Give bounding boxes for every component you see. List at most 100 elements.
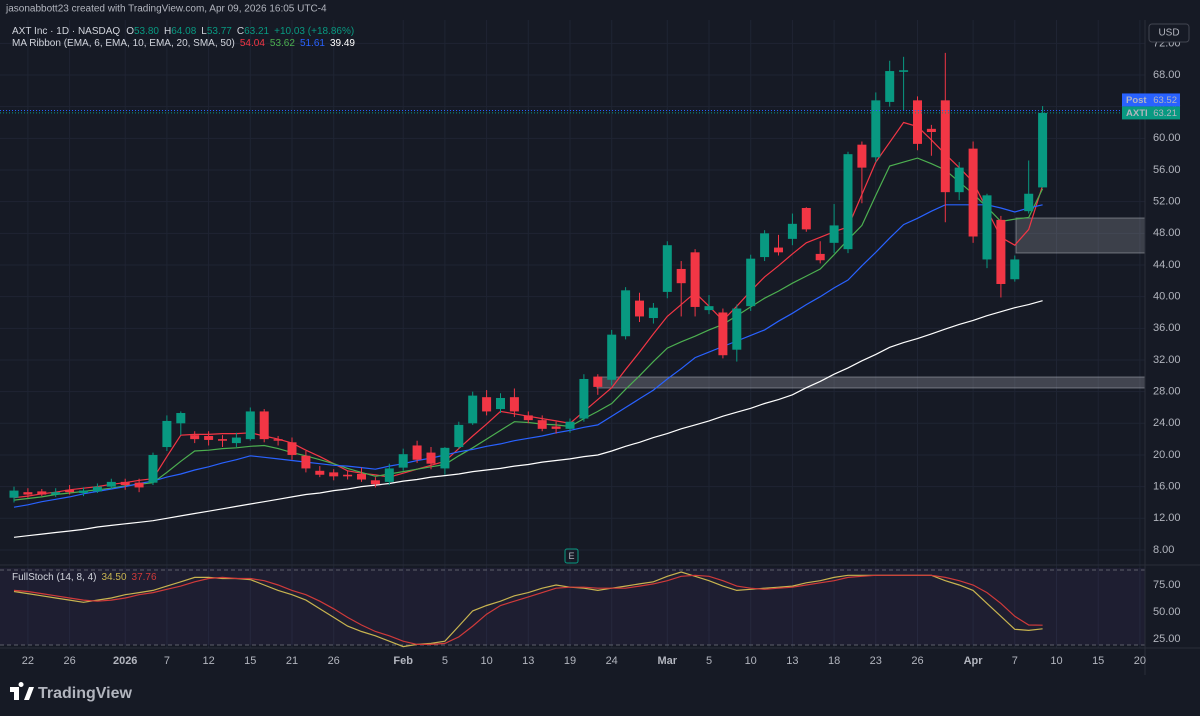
candle-body [454,424,464,448]
candle-body [92,486,102,492]
x-tick-label: 21 [286,655,298,667]
candle-body [398,454,408,468]
y-tick-label: 20.00 [1153,449,1181,461]
candle-body [315,470,325,475]
y-tick-label: 44.00 [1153,259,1181,271]
y-tick-label: 68.00 [1153,69,1181,81]
candle-body [621,290,631,337]
candle-body [426,452,436,464]
candle-body [635,300,644,317]
candle-body [218,439,227,441]
earnings-marker[interactable]: E [568,551,574,561]
candle-body [509,397,519,412]
y-tick-label: 28.00 [1153,386,1181,398]
candle-body [885,71,895,102]
ribbon-value: 53.62 [270,38,295,49]
x-tick-label: 10 [480,655,492,667]
candle-body [718,312,728,356]
earnings-badge[interactable] [564,548,579,564]
x-tick-label: Apr [964,655,984,667]
y-tick-label: 75.00 [1153,579,1181,591]
x-tick-label: Mar [658,655,678,667]
price-label-box [1122,106,1180,120]
x-tick-label: 18 [828,655,840,667]
x-tick-label: 7 [1012,655,1018,667]
candle-body [871,100,881,158]
y-tick-label: 48.00 [1153,227,1181,239]
candle-body [926,128,936,133]
ohlc-value: 53.77 [207,26,232,37]
axis-layer: 22 26 2026 7 12 15 21 26 Feb 5 10 13 19 24 Mar 5 10 13 18 2… [22,37,1181,667]
candle-body [732,308,742,350]
candle-body [899,70,909,72]
candle-body [913,100,922,144]
x-tick-label: 13 [786,655,798,667]
candle-body [954,167,964,193]
x-tick-label: 7 [164,655,170,667]
stoch-legend: FullStoch (14, 8, 4) 34.50 37.76 [12,572,157,583]
candle-body [468,395,478,424]
candle-body [496,397,505,410]
currency[interactable]: USD [1158,28,1179,39]
candle-body [579,378,589,419]
y-tick-label: 12.00 [1153,512,1181,524]
stoch-value: 37.76 [132,572,157,583]
candle-body [23,492,33,495]
symbol-title: AXT Inc · 1D · NASDAQ [12,26,120,37]
series-line [13,204,1043,508]
candle-body [982,195,992,260]
y-tick-label: 50.00 [1153,606,1181,618]
y-tick-label: 60.00 [1153,132,1181,144]
x-tick-label: 24 [606,655,618,667]
y-tick-label: 25.00 [1153,633,1181,645]
candle-body [551,426,561,429]
y-tick-label: 8.00 [1153,544,1174,556]
brand: TradingView [38,685,133,702]
candle-body [9,490,19,498]
y-tick-label: 36.00 [1153,322,1181,334]
ohlc-value: 64.08 [171,26,196,37]
candle-body [357,473,366,480]
x-tick-label: 12 [202,655,214,667]
candle-body [384,468,394,482]
currency-box[interactable] [1148,23,1190,43]
x-tick-label: 23 [870,655,882,667]
stoch-band [0,568,1145,645]
candle-body [106,481,116,487]
ohlc-value: 53.80 [134,26,159,37]
x-tick-label: 5 [706,655,712,667]
y-tick-label: 16.00 [1153,481,1181,493]
candle-body [1024,193,1034,212]
x-tick-label: 20 [1134,655,1146,667]
ribbon-title: MA Ribbon (EMA, 6, EMA, 10, EMA, 20, SMA… [12,38,235,49]
candle-body [968,148,978,237]
candle-body [482,397,492,412]
x-tick-label: 22 [22,655,34,667]
series-line [13,300,1043,538]
ohlc-key: O [126,26,134,37]
resistance-zone [1015,217,1146,254]
candle-body [273,439,283,441]
series-line [13,574,1043,645]
plot-layer [0,52,1145,648]
price-label-value: 63.52 [1153,95,1177,106]
candle-body [301,455,311,469]
candle-body [996,219,1006,284]
candle-body [1010,259,1020,280]
stoch-title: FullStoch (14, 8, 4) [12,572,96,583]
candle-body [204,435,214,440]
symbol-legend: AXT Inc · 1D · NASDAQ O53.80 H64.08 L53.77 C… [12,26,354,37]
x-tick-label: 26 [911,655,923,667]
candle-body [162,420,172,448]
candle-body [51,492,61,495]
x-tick-label: 19 [564,655,576,667]
ohlc-key: L [201,26,207,37]
candle-body [843,154,853,250]
candle-body [343,474,353,477]
candle-body [287,442,297,455]
candle-body [829,225,839,243]
candle-body [65,489,75,493]
candle-body [190,435,200,440]
candle-body [370,480,380,485]
